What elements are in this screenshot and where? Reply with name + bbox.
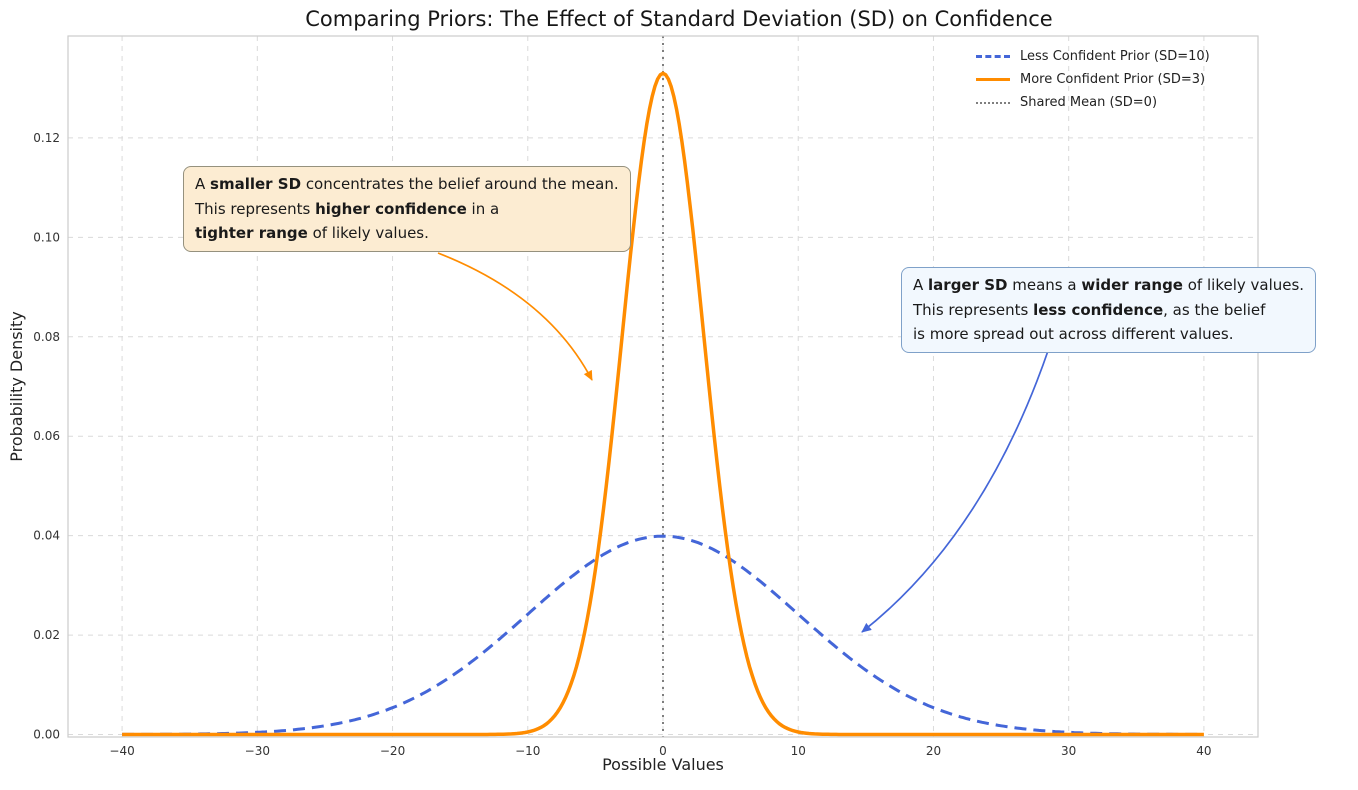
y-tick-label: 0.06: [33, 429, 60, 443]
y-tick-label: 0.10: [33, 230, 60, 244]
annotation-larger-sd: A larger SD means a wider range of likel…: [901, 267, 1317, 353]
chart-title: Comparing Priors: The Effect of Standard…: [305, 7, 1053, 31]
x-tick-label: 30: [1061, 744, 1076, 758]
curve-more-confident: [122, 71, 1204, 737]
annotation-text-line: tighter range of likely values.: [195, 224, 429, 242]
annotation-text-line: A smaller SD concentrates the belief aro…: [195, 175, 619, 193]
y-axis-label: Probability Density: [7, 311, 26, 462]
y-tick-label: 0.08: [33, 330, 60, 344]
legend-item: Less Confident Prior (SD=10): [976, 48, 1210, 65]
annotation-text-line: This represents less confidence, as the …: [913, 300, 1266, 319]
annotation-text-line: is more spread out across different valu…: [913, 325, 1234, 343]
x-axis-label: Possible Values: [602, 755, 724, 774]
y-tick-label: 0.02: [33, 628, 60, 642]
x-tick-label: −20: [380, 744, 405, 758]
curve-less-confident: [122, 534, 1204, 736]
annotation-arrow-smaller-sd: [437, 252, 593, 381]
legend-item: Shared Mean (SD=0): [976, 94, 1210, 111]
legend-item: More Confident Prior (SD=3): [976, 71, 1210, 88]
legend: Less Confident Prior (SD=10) More Confide…: [976, 48, 1210, 111]
x-tick-label: 0: [659, 744, 667, 758]
x-tick-label: 20: [926, 744, 941, 758]
x-tick-label: 10: [791, 744, 806, 758]
annotation-arrow-larger-sd: [861, 347, 1050, 633]
legend-label: Less Confident Prior (SD=10): [1020, 49, 1210, 64]
x-tick-label: −40: [109, 744, 134, 758]
x-tick-label: 40: [1196, 744, 1211, 758]
y-tick-label: 0.00: [33, 728, 60, 742]
annotation-text-line: This represents higher confidence in a: [195, 199, 500, 218]
legend-line-swatch: [976, 78, 1010, 81]
annotation-text-line: A larger SD means a wider range of likel…: [913, 276, 1305, 294]
legend-label: Shared Mean (SD=0): [1020, 95, 1158, 110]
legend-label: More Confident Prior (SD=3): [1020, 72, 1206, 87]
x-tick-label: −30: [245, 744, 270, 758]
annotation-smaller-sd: A smaller SD concentrates the belief aro…: [183, 166, 631, 252]
y-tick-label: 0.04: [33, 529, 60, 543]
axes-border: [67, 35, 1259, 738]
legend-line-swatch: [976, 101, 1010, 104]
x-tick-label: −10: [515, 744, 540, 758]
y-tick-label: 0.12: [33, 131, 60, 145]
legend-line-swatch: [976, 55, 1010, 58]
